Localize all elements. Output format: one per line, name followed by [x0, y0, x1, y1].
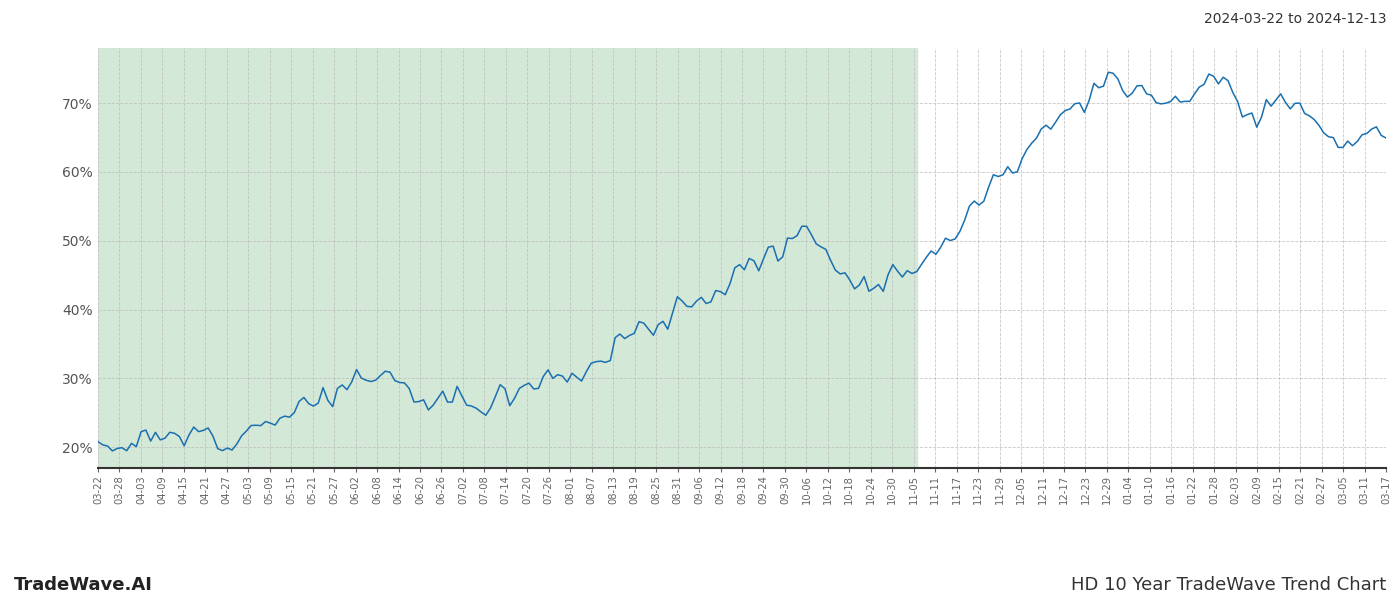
Text: TradeWave.AI: TradeWave.AI	[14, 576, 153, 594]
Text: HD 10 Year TradeWave Trend Chart: HD 10 Year TradeWave Trend Chart	[1071, 576, 1386, 594]
Bar	[98, 48, 917, 468]
Text: 2024-03-22 to 2024-12-13: 2024-03-22 to 2024-12-13	[1204, 12, 1386, 26]
